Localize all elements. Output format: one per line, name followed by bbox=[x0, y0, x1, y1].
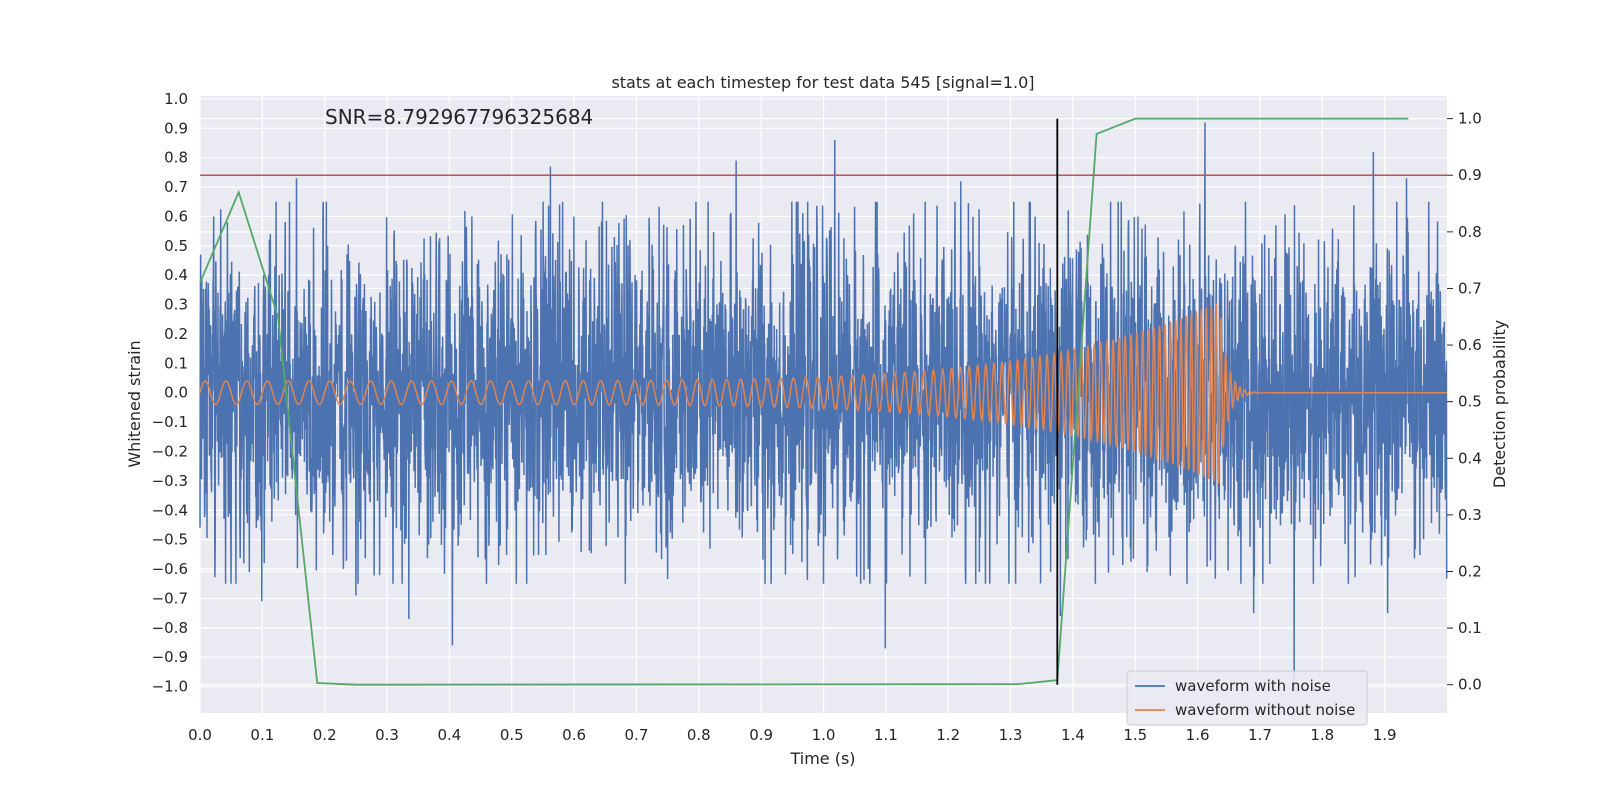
y-left-tick-label: 0.5 bbox=[164, 237, 188, 255]
y-right-tick-label: 0.4 bbox=[1458, 449, 1482, 467]
x-tick-label: 0.2 bbox=[313, 726, 337, 744]
waveform-with-noise-line bbox=[199, 122, 1448, 693]
y-right-tick-label: 0.3 bbox=[1458, 506, 1482, 524]
x-tick-label: 0.3 bbox=[375, 726, 399, 744]
x-tick-label: 1.5 bbox=[1123, 726, 1147, 744]
x-tick-label: 1.9 bbox=[1373, 726, 1397, 744]
x-tick-label: 0.0 bbox=[188, 726, 212, 744]
x-tick-label: 0.1 bbox=[250, 726, 274, 744]
x-tick-label: 0.8 bbox=[687, 726, 711, 744]
x-tick-label: 1.1 bbox=[874, 726, 898, 744]
y-right-tick-label: 0.5 bbox=[1458, 393, 1482, 411]
x-tick-label: 1.7 bbox=[1248, 726, 1272, 744]
x-tick-label: 1.3 bbox=[999, 726, 1023, 744]
y-left-tick-label: 1.0 bbox=[164, 90, 188, 108]
y-left-tick-label: 0.3 bbox=[164, 296, 188, 314]
x-tick-label: 0.5 bbox=[500, 726, 524, 744]
legend: waveform with noise waveform without noi… bbox=[1126, 670, 1368, 726]
y-left-tick-label: 0.2 bbox=[164, 325, 188, 343]
y-left-tick-label: 0.4 bbox=[164, 266, 188, 284]
detection-probability-line bbox=[199, 117, 1409, 686]
x-axis-label: Time (s) bbox=[789, 749, 855, 768]
y-right-tick-label: 0.7 bbox=[1458, 279, 1482, 297]
chart-title: stats at each timestep for test data 545… bbox=[611, 73, 1034, 92]
y-left-tick-label: −0.6 bbox=[152, 560, 188, 578]
y-right-tick-label: 0.8 bbox=[1458, 223, 1482, 241]
x-tick-label: 1.4 bbox=[1061, 726, 1085, 744]
tick-labels: 0.0 0.1 0.2 0.3 0.4 0.5 0.6 0.7 0.8 0.9 1.0 1.1 1.2 1… bbox=[152, 90, 1482, 744]
y-left-tick-label: 0.8 bbox=[164, 149, 188, 167]
y-left-tick-label: −1.0 bbox=[152, 678, 188, 696]
x-tick-label: 0.9 bbox=[749, 726, 773, 744]
series-waveform-with-noise bbox=[199, 122, 1448, 693]
y-right-tick-label: 0.9 bbox=[1458, 166, 1482, 184]
legend-label-waveform-with-noise: waveform with noise bbox=[1175, 677, 1331, 695]
y-right-tick-label: 0.1 bbox=[1458, 619, 1482, 637]
y-left-tick-label: −0.1 bbox=[152, 413, 188, 431]
y-left-tick-label: 0.6 bbox=[164, 207, 188, 225]
y-left-tick-label: −0.2 bbox=[152, 443, 188, 461]
y-axis-label-left: Whitened strain bbox=[125, 340, 144, 467]
legend-label-waveform-without-noise: waveform without noise bbox=[1175, 701, 1355, 719]
y-right-tick-label: 0.6 bbox=[1458, 336, 1482, 354]
y-left-tick-label: 0.9 bbox=[164, 119, 188, 137]
y-left-tick-label: −0.3 bbox=[152, 472, 188, 490]
y-right-tick-label: 0.0 bbox=[1458, 676, 1482, 694]
y-left-tick-label: −0.5 bbox=[152, 531, 188, 549]
y-right-tick-label: 0.2 bbox=[1458, 562, 1482, 580]
y-left-tick-label: −0.4 bbox=[152, 501, 188, 519]
x-tick-label: 1.2 bbox=[936, 726, 960, 744]
x-tick-label: 0.7 bbox=[625, 726, 649, 744]
y-left-tick-label: −0.9 bbox=[152, 648, 188, 666]
snr-annotation: SNR=8.792967796325684 bbox=[325, 105, 593, 129]
x-tick-label: 1.6 bbox=[1186, 726, 1210, 744]
series-waveform-without-noise bbox=[199, 303, 1447, 484]
waveform-without-noise-line bbox=[199, 303, 1447, 484]
y-right-tick-label: 1.0 bbox=[1458, 110, 1482, 128]
overlay-lines bbox=[200, 118, 1447, 685]
y-left-tick-label: 0.1 bbox=[164, 354, 188, 372]
x-tick-label: 1.8 bbox=[1310, 726, 1334, 744]
x-tick-label: 1.0 bbox=[812, 726, 836, 744]
y-left-tick-label: −0.8 bbox=[152, 619, 188, 637]
x-tick-label: 0.4 bbox=[437, 726, 461, 744]
series-detection-probability bbox=[199, 117, 1409, 686]
y-axis-label-right: Detection probability bbox=[1490, 320, 1509, 488]
y-left-tick-label: −0.7 bbox=[152, 589, 188, 607]
y-left-tick-label: 0.7 bbox=[164, 178, 188, 196]
x-tick-label: 0.6 bbox=[562, 726, 586, 744]
legend-box bbox=[1126, 670, 1368, 726]
y-left-tick-label: 0.0 bbox=[164, 384, 188, 402]
